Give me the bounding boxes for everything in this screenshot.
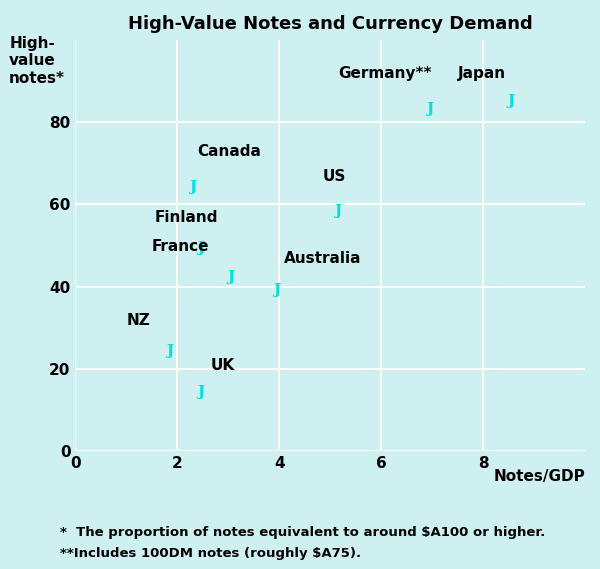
Title: High-Value Notes and Currency Demand: High-Value Notes and Currency Demand <box>128 15 533 33</box>
Text: Canada: Canada <box>198 145 262 159</box>
Text: J: J <box>166 344 173 358</box>
Text: J: J <box>197 385 204 399</box>
Text: *  The proportion of notes equivalent to around $A100 or higher.: * The proportion of notes equivalent to … <box>60 526 545 539</box>
Text: NZ: NZ <box>127 313 150 328</box>
Text: Australia: Australia <box>284 251 362 266</box>
Text: J: J <box>227 270 235 284</box>
Text: J: J <box>189 180 196 194</box>
Text: High-
value
notes*: High- value notes* <box>9 36 65 86</box>
Text: Notes/GDP: Notes/GDP <box>493 469 585 484</box>
Text: J: J <box>508 93 515 108</box>
Text: Germany**: Germany** <box>338 66 431 81</box>
Text: France: France <box>152 239 209 254</box>
Text: J: J <box>197 241 204 255</box>
Text: Japan: Japan <box>458 66 506 81</box>
Text: J: J <box>334 204 341 218</box>
Text: **Includes 100DM notes (roughly $A75).: **Includes 100DM notes (roughly $A75). <box>60 547 361 560</box>
Text: UK: UK <box>211 358 235 373</box>
Text: Finland: Finland <box>154 210 218 225</box>
Text: US: US <box>323 169 346 184</box>
Text: J: J <box>273 283 280 296</box>
Text: J: J <box>426 102 433 116</box>
